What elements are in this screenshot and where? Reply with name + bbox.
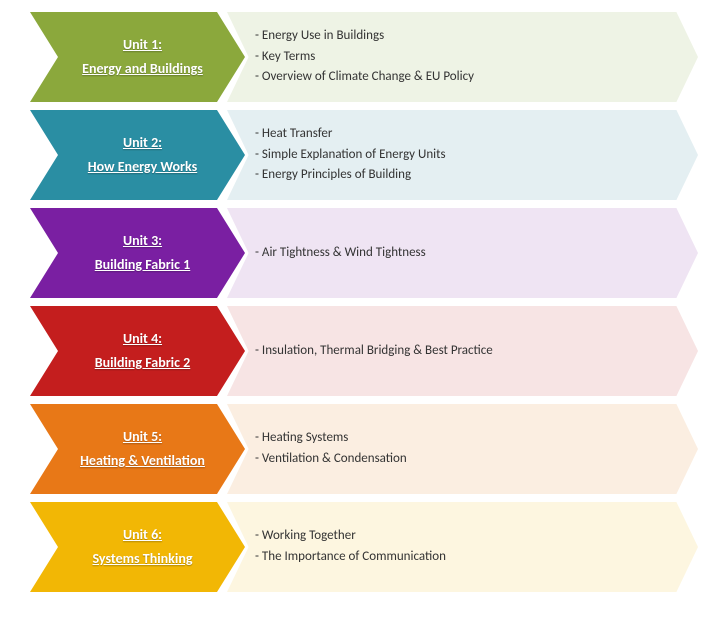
unit-label-text: Unit 4: Building Fabric 2 <box>65 306 220 396</box>
unit-label-text: Unit 6: Systems Thinking <box>65 502 220 592</box>
unit-label-arrow: Unit 3: Building Fabric 1 <box>30 208 245 298</box>
unit-content-item: - Heat Transfer <box>247 124 668 145</box>
unit-label-arrow: Unit 1: Energy and Buildings <box>30 12 245 102</box>
unit-label-arrow: Unit 4: Building Fabric 2 <box>30 306 245 396</box>
unit-content-item: - The Importance of Communication <box>247 547 668 568</box>
unit-subtitle: How Energy Works <box>88 158 197 176</box>
unit-content-item: - Working Together <box>247 526 668 547</box>
unit-title: Unit 4: <box>123 330 162 348</box>
unit-title: Unit 6: <box>123 526 162 544</box>
unit-content-item: - Overview of Climate Change & EU Policy <box>247 67 668 88</box>
unit-subtitle: Building Fabric 2 <box>95 354 191 372</box>
unit-content-item: - Heating Systems <box>247 428 668 449</box>
unit-label-arrow: Unit 6: Systems Thinking <box>30 502 245 592</box>
unit-content-panel: - Air Tightness & Wind Tightness <box>227 208 698 298</box>
unit-content-panel: - Energy Use in Buildings- Key Terms- Ov… <box>227 12 698 102</box>
unit-content-item: - Simple Explanation of Energy Units <box>247 145 668 166</box>
unit-label-text: Unit 3: Building Fabric 1 <box>65 208 220 298</box>
unit-subtitle: Building Fabric 1 <box>95 256 191 274</box>
unit-row: Unit 6: Systems Thinking - Working Togethe… <box>30 502 698 592</box>
unit-content-item: - Air Tightness & Wind Tightness <box>247 243 668 264</box>
unit-subtitle: Systems Thinking <box>93 550 193 568</box>
unit-row: Unit 1: Energy and Buildings - Energy Use … <box>30 12 698 102</box>
unit-content-item: - Energy Principles of Building <box>247 165 668 186</box>
unit-title: Unit 3: <box>123 232 162 250</box>
unit-title: Unit 2: <box>123 134 162 152</box>
unit-title: Unit 5: <box>123 428 162 446</box>
unit-content-panel: - Heating Systems- Ventilation & Condens… <box>227 404 698 494</box>
unit-content-item: - Key Terms <box>247 47 668 68</box>
unit-subtitle: Energy and Buildings <box>82 60 203 78</box>
unit-content-panel: - Heat Transfer- Simple Explanation of E… <box>227 110 698 200</box>
units-diagram: Unit 1: Energy and Buildings - Energy Use … <box>0 0 728 612</box>
unit-label-text: Unit 5: Heating & Ventilation <box>65 404 220 494</box>
unit-row: Unit 5: Heating & Ventilation - Heating Sy… <box>30 404 698 494</box>
unit-content-item: - Insulation, Thermal Bridging & Best Pr… <box>247 341 668 362</box>
unit-content-item: - Ventilation & Condensation <box>247 449 668 470</box>
unit-row: Unit 3: Building Fabric 1 - Air Tightness … <box>30 208 698 298</box>
unit-row: Unit 2:How Energy Works- Heat Transfer- … <box>30 110 698 200</box>
unit-content-panel: - Working Together- The Importance of Co… <box>227 502 698 592</box>
unit-label-text: Unit 2: How Energy Works <box>65 110 220 200</box>
unit-content-item: - Energy Use in Buildings <box>247 26 668 47</box>
unit-label-arrow: Unit 2: How Energy Works <box>30 110 245 200</box>
unit-row: Unit 4: Building Fabric 2 - Insulation, Th… <box>30 306 698 396</box>
unit-label-arrow: Unit 5: Heating & Ventilation <box>30 404 245 494</box>
unit-title: Unit 1: <box>123 36 162 54</box>
unit-subtitle: Heating & Ventilation <box>80 452 205 470</box>
unit-label-text: Unit 1: Energy and Buildings <box>65 12 220 102</box>
unit-content-panel: - Insulation, Thermal Bridging & Best Pr… <box>227 306 698 396</box>
